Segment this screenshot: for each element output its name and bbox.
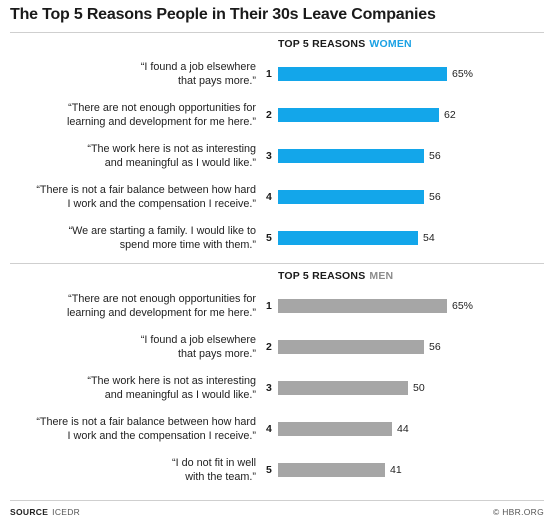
bar xyxy=(278,190,424,204)
reason-line: “The work here is not as interesting xyxy=(87,375,256,387)
bar xyxy=(278,381,408,395)
value-label: 65% xyxy=(452,68,474,80)
reason-line: spend more time with them.” xyxy=(119,239,256,251)
reason-line: “There is not a fair balance between how… xyxy=(36,184,256,196)
rank-number: 1 xyxy=(266,300,272,312)
bar-row: “I found a job elsewhere that pays more.”… xyxy=(0,333,554,369)
bar-row: “There is not a fair balance between how… xyxy=(0,415,554,451)
section-header-men: TOP 5 REASONS MEN xyxy=(278,270,393,282)
bar xyxy=(278,299,447,313)
reason-line: I work and the compensation I receive.” xyxy=(67,198,256,210)
bar-row: “There are not enough opportunities for l… xyxy=(0,292,554,328)
rank-number: 5 xyxy=(266,464,272,476)
footer-divider xyxy=(10,500,544,501)
reason-line: “I found a job elsewhere xyxy=(140,61,256,73)
reason-line: with the team.” xyxy=(185,471,256,483)
section-header-women: TOP 5 REASONS WOMEN xyxy=(278,38,412,50)
bar xyxy=(278,463,385,477)
reason-label: “I do not fit in well with the team.” xyxy=(11,456,256,484)
reason-line: and meaningful as I would like.” xyxy=(104,157,256,169)
value-label: 41 xyxy=(390,464,402,476)
reason-label: “There are not enough opportunities for l… xyxy=(11,292,256,320)
source-label: SOURCE xyxy=(10,507,49,517)
reason-line: learning and development for me here.” xyxy=(66,307,256,319)
rank-number: 5 xyxy=(266,232,272,244)
rank-number: 3 xyxy=(266,382,272,394)
source-text: ICEDR xyxy=(52,507,81,517)
rank-number: 1 xyxy=(266,68,272,80)
value-label: 56 xyxy=(429,150,441,162)
bar-row: “We are starting a family. I would like … xyxy=(0,224,554,260)
bar-row: “There is not a fair balance between how… xyxy=(0,183,554,219)
bar xyxy=(278,149,424,163)
reason-label: “We are starting a family. I would like … xyxy=(11,224,256,252)
reason-line: that pays more.” xyxy=(177,75,256,87)
section-header-prefix: TOP 5 REASONS xyxy=(278,270,366,282)
reason-label: “The work here is not as interesting and … xyxy=(11,142,256,170)
value-label: 62 xyxy=(444,109,456,121)
bar-row: “I do not fit in well with the team.” 5 41 xyxy=(0,456,554,492)
reason-line: “I do not fit in well xyxy=(171,457,256,469)
reason-line: “There is not a fair balance between how… xyxy=(36,416,256,428)
reason-label: “There is not a fair balance between how… xyxy=(11,183,256,211)
value-label: 65% xyxy=(452,300,474,312)
reason-label: “The work here is not as interesting and … xyxy=(11,374,256,402)
value-label: 54 xyxy=(423,232,435,244)
reason-label: “There is not a fair balance between how… xyxy=(11,415,256,443)
rank-number: 3 xyxy=(266,150,272,162)
bar xyxy=(278,422,392,436)
reason-line: “There are not enough opportunities for xyxy=(68,102,256,114)
reason-label: “I found a job elsewhere that pays more.” xyxy=(11,60,256,88)
section-divider xyxy=(10,263,544,264)
rank-number: 2 xyxy=(266,109,272,121)
value-label: 50 xyxy=(413,382,425,394)
reason-line: I work and the compensation I receive.” xyxy=(67,430,256,442)
source-note: SOURCE ICEDR xyxy=(10,507,80,517)
bar-row: “The work here is not as interesting and … xyxy=(0,374,554,410)
reason-line: “We are starting a family. I would like … xyxy=(68,225,256,237)
rank-number: 4 xyxy=(266,423,272,435)
title-divider xyxy=(10,32,544,33)
value-label: 56 xyxy=(429,191,441,203)
reason-label: “I found a job elsewhere that pays more.” xyxy=(11,333,256,361)
reason-line: “I found a job elsewhere xyxy=(140,334,256,346)
bar-row: “The work here is not as interesting and … xyxy=(0,142,554,178)
section-header-group: WOMEN xyxy=(369,38,412,50)
reason-line: “The work here is not as interesting xyxy=(87,143,256,155)
section-header-group: MEN xyxy=(369,270,394,282)
reason-line: and meaningful as I would like.” xyxy=(104,389,256,401)
bar-row: “I found a job elsewhere that pays more.”… xyxy=(0,60,554,96)
chart-title: The Top 5 Reasons People in Their 30s Le… xyxy=(10,6,436,23)
bar xyxy=(278,231,418,245)
reason-label: “There are not enough opportunities for l… xyxy=(11,101,256,129)
reason-line: that pays more.” xyxy=(177,348,256,360)
rank-number: 4 xyxy=(266,191,272,203)
bar xyxy=(278,108,439,122)
bar-row: “There are not enough opportunities for l… xyxy=(0,101,554,137)
value-label: 44 xyxy=(397,423,409,435)
bar xyxy=(278,67,447,81)
reason-line: “There are not enough opportunities for xyxy=(68,293,256,305)
credit: © HBR.ORG xyxy=(493,507,544,517)
section-header-prefix: TOP 5 REASONS xyxy=(278,38,366,50)
rank-number: 2 xyxy=(266,341,272,353)
reason-line: learning and development for me here.” xyxy=(66,116,256,128)
bar xyxy=(278,340,424,354)
value-label: 56 xyxy=(429,341,441,353)
